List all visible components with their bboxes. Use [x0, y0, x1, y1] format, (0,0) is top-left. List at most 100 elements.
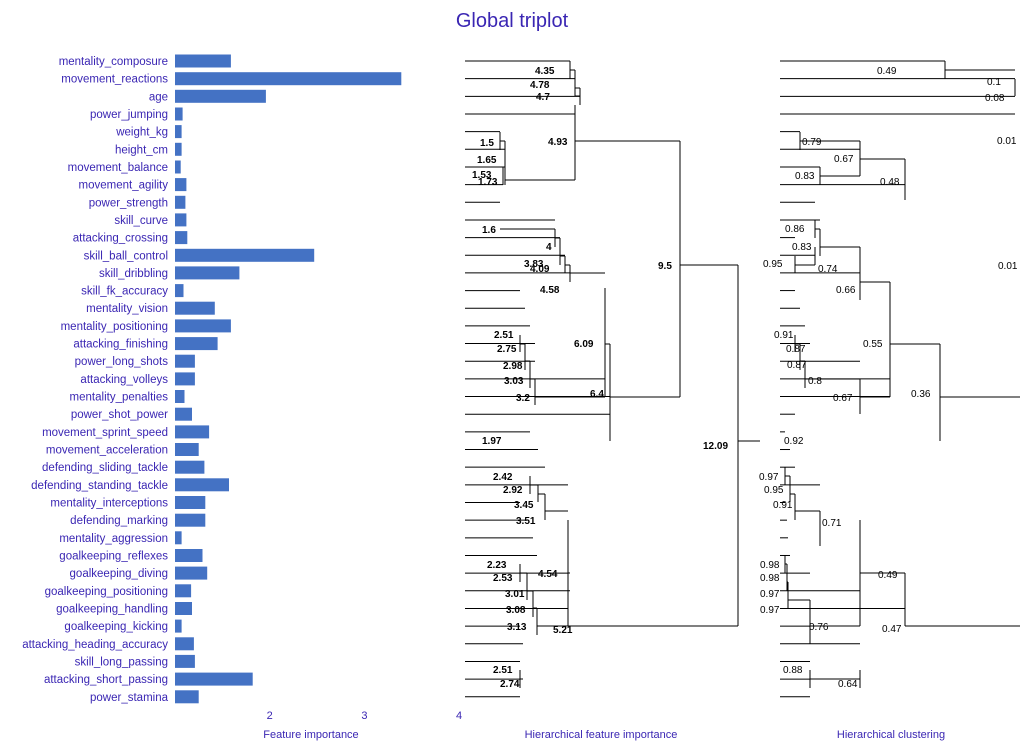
node-label: 0.67: [834, 154, 854, 165]
feature-bar: [175, 690, 199, 704]
feature-label: mentality_vision: [86, 303, 168, 315]
node-label: 0.67: [833, 393, 853, 404]
feature-label: defending_marking: [70, 515, 168, 527]
feature-bar: [175, 301, 215, 315]
feature-bar: [175, 549, 203, 562]
node-label: 0.91: [773, 500, 793, 511]
x-axis-title: Hierarchical feature importance: [525, 729, 678, 741]
feature-bar: [175, 319, 231, 333]
feature-bar: [175, 195, 186, 209]
feature-label: skill_curve: [114, 215, 168, 227]
node-label: 3.83: [524, 259, 544, 270]
feature-label: skill_long_passing: [75, 656, 168, 668]
node-label: 6.4: [590, 389, 604, 400]
node-label: 6.09: [574, 339, 594, 350]
node-label: 0.08: [985, 93, 1005, 104]
feature-bar: [175, 531, 182, 545]
node-label: 0.36: [911, 389, 931, 400]
feature-bar: [175, 460, 205, 474]
feature-bar: [175, 478, 229, 492]
feature-label: skill_dribbling: [99, 268, 168, 280]
node-label: 4.09: [530, 264, 550, 275]
node-label: 0.88: [783, 665, 803, 676]
node-label: 0.01: [997, 136, 1017, 147]
feature-label: goalkeeping_kicking: [64, 621, 168, 633]
feature-label: movement_balance: [68, 162, 168, 174]
node-label: 0.1: [987, 77, 1001, 88]
feature-bar: [175, 637, 194, 651]
feature-label: movement_agility: [79, 180, 169, 192]
node-label: 0.64: [838, 679, 858, 690]
feature-label: age: [149, 91, 168, 103]
node-label: 0.92: [784, 436, 804, 447]
feature-label: movement_acceleration: [46, 445, 168, 457]
feature-bar: [175, 337, 218, 351]
feature-bar: [175, 178, 187, 192]
feature-label: goalkeeping_handling: [56, 603, 168, 615]
node-label: 1.6: [482, 225, 496, 236]
x-tick-label: 3: [361, 710, 367, 722]
node-label: 4.54: [538, 569, 558, 580]
node-label: 2.75: [497, 344, 517, 355]
feature-bar: [175, 354, 195, 368]
node-label: 0.71: [822, 518, 842, 529]
node-label: 4.35: [535, 66, 555, 77]
node-label: 1.73: [478, 177, 498, 188]
feature-bar: [175, 566, 208, 580]
node-label: 2.92: [503, 485, 523, 496]
node-label: 12.09: [703, 441, 728, 452]
feature-label: skill_fk_accuracy: [81, 286, 168, 298]
feature-bar: [175, 284, 184, 298]
feature-label: movement_reactions: [61, 74, 168, 86]
node-label: 0.74: [818, 264, 838, 275]
feature-label: attacking_heading_accuracy: [22, 639, 168, 651]
node-label: 0.47: [882, 624, 902, 635]
node-label: 2.51: [493, 665, 513, 676]
node-label: 0.8: [808, 376, 822, 387]
node-label: 0.76: [809, 622, 829, 633]
feature-label: attacking_crossing: [73, 233, 168, 245]
feature-label: goalkeeping_reflexes: [59, 550, 168, 562]
node-label: 0.55: [863, 339, 883, 350]
feature-label: mentality_positioning: [61, 321, 168, 333]
node-label: 0.98: [760, 573, 780, 584]
node-label: 0.83: [792, 242, 812, 253]
node-label: 4.58: [540, 285, 560, 296]
chart-title: Global triplot: [456, 10, 569, 32]
feature-label: goalkeeping_positioning: [45, 586, 168, 598]
feature-label: attacking_finishing: [73, 339, 168, 351]
node-label: 2.74: [500, 679, 520, 690]
feature-bar: [175, 513, 206, 527]
node-label: 4: [546, 242, 552, 253]
feature-label: power_shot_power: [71, 409, 168, 421]
hierarchical-clustering-panel: 0.49 0.1 0.08 0.01 0.79 0.67 0.83 0.48 0.86 0.83 0…: [759, 60, 1020, 741]
feature-bar: [175, 142, 182, 156]
feature-label: mentality_penalties: [70, 392, 169, 404]
feature-bar: [175, 266, 240, 280]
node-label: 3.03: [504, 376, 524, 387]
node-label: 0.87: [787, 360, 807, 371]
node-label: 0.79: [802, 137, 822, 148]
feature-label: movement_sprint_speed: [42, 427, 168, 439]
node-label: 4.78: [530, 80, 550, 91]
feature-label: height_cm: [115, 144, 168, 156]
node-label: 0.97: [760, 589, 780, 600]
node-label: 0.01: [998, 261, 1018, 272]
node-label: 0.91: [774, 330, 794, 341]
feature-bar: [175, 602, 192, 615]
feature-label: power_stamina: [90, 692, 169, 704]
feature-bar: [175, 390, 185, 403]
feature-label: mentality_composure: [59, 56, 168, 68]
node-label: 2.42: [493, 472, 513, 483]
feature-bar: [175, 125, 182, 139]
feature-label: defending_sliding_tackle: [42, 462, 168, 474]
node-label: 0.95: [763, 259, 783, 270]
node-label: 0.87: [786, 344, 806, 355]
feature-label: mentality_aggression: [59, 533, 168, 545]
node-label: 0.49: [877, 66, 897, 77]
feature-bar: [175, 496, 206, 509]
feature-bar: [175, 54, 231, 68]
node-label: 2.98: [503, 361, 523, 372]
node-label: 0.98: [760, 560, 780, 571]
node-label: 0.95: [764, 485, 784, 496]
